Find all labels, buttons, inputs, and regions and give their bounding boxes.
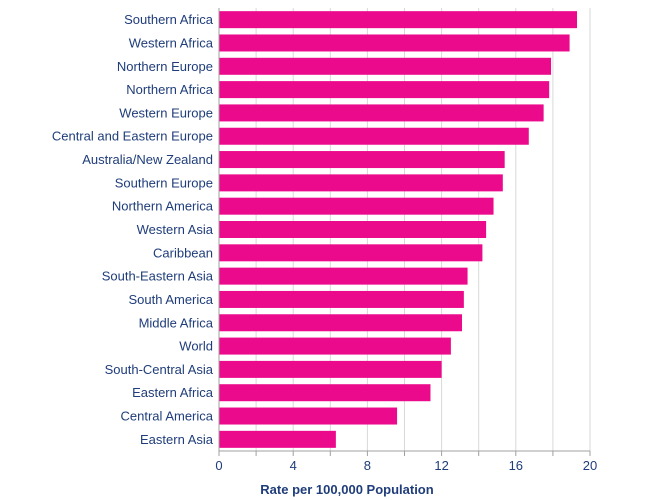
bar: [219, 430, 336, 448]
bar: [219, 337, 451, 355]
category-label: Eastern Africa: [132, 385, 214, 400]
x-axis-title: Rate per 100,000 Population: [260, 482, 433, 497]
category-label: Western Africa: [129, 35, 214, 50]
bar: [219, 384, 431, 402]
bar: [219, 11, 578, 29]
x-tick-label: 8: [364, 458, 371, 473]
category-label: Eastern Asia: [140, 432, 214, 447]
x-tick-label: 12: [434, 458, 448, 473]
x-tick-label: 20: [583, 458, 597, 473]
category-label: World: [179, 339, 213, 354]
x-tick-label: 16: [509, 458, 523, 473]
category-label: Northern Europe: [117, 59, 213, 74]
category-label: Australia/New Zealand: [82, 152, 213, 167]
bar: [219, 267, 468, 285]
category-label: Middle Africa: [139, 315, 214, 330]
bar: [219, 407, 398, 425]
bar: [219, 197, 494, 215]
bar: [219, 104, 544, 122]
x-tick-label: 4: [290, 458, 297, 473]
category-label: Southern Europe: [115, 175, 213, 190]
bar: [219, 314, 462, 332]
bar: [219, 360, 442, 378]
bar: [219, 221, 487, 238]
bar: [219, 57, 552, 75]
bar: [219, 290, 464, 308]
category-label: South-Central Asia: [105, 362, 214, 377]
axes: [218, 8, 591, 456]
bar: [219, 244, 483, 262]
category-label: Western Asia: [137, 222, 214, 237]
bars: [219, 11, 578, 448]
category-label: Caribbean: [153, 245, 213, 260]
category-label: Northern Africa: [126, 82, 213, 97]
bar: [219, 151, 505, 169]
category-label: Central America: [121, 409, 214, 424]
x-tick-label: 0: [215, 458, 222, 473]
category-label: Southern Africa: [124, 12, 214, 27]
bar: [219, 81, 550, 99]
bar: [219, 127, 529, 145]
category-label: Central and Eastern Europe: [52, 129, 213, 144]
category-label: Western Europe: [119, 105, 213, 120]
bar: [219, 34, 570, 52]
x-tick-labels: 0 4 8 12 16 20: [215, 458, 597, 473]
category-label: Northern America: [112, 199, 214, 214]
bar: [219, 174, 503, 192]
category-label: South America: [128, 292, 213, 307]
category-label: South-Eastern Asia: [102, 269, 214, 284]
category-labels: Southern Africa Western Africa Northern Eu…: [52, 12, 214, 447]
